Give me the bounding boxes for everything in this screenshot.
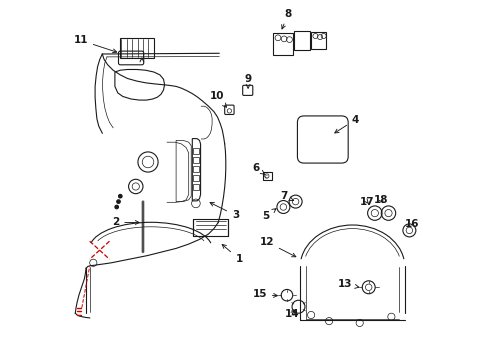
Bar — [273, 33, 292, 55]
Text: 5: 5 — [262, 209, 276, 221]
Text: 13: 13 — [337, 279, 358, 289]
Text: 1: 1 — [222, 244, 242, 264]
Text: 10: 10 — [209, 91, 226, 107]
Text: 14: 14 — [284, 309, 299, 319]
Text: 12: 12 — [259, 237, 295, 257]
Text: 18: 18 — [373, 195, 388, 205]
Bar — [294, 31, 310, 50]
Bar — [263, 172, 272, 180]
Bar — [193, 148, 199, 154]
Bar — [120, 38, 154, 58]
Text: 16: 16 — [404, 219, 418, 229]
Bar — [193, 219, 227, 236]
Bar — [193, 157, 199, 163]
Text: 11: 11 — [73, 35, 117, 53]
Text: 2: 2 — [112, 217, 139, 228]
Circle shape — [115, 205, 118, 209]
Bar — [193, 175, 199, 181]
Text: 8: 8 — [281, 9, 291, 29]
Circle shape — [118, 194, 122, 198]
Text: 3: 3 — [210, 203, 239, 220]
Text: 15: 15 — [252, 289, 277, 300]
Polygon shape — [142, 201, 143, 253]
Bar — [193, 184, 199, 190]
Text: 7: 7 — [280, 191, 293, 201]
Bar — [193, 166, 199, 172]
Text: 17: 17 — [359, 197, 373, 207]
Text: 6: 6 — [252, 163, 264, 174]
Text: 9: 9 — [244, 74, 251, 88]
Circle shape — [117, 200, 120, 203]
Text: c: c — [264, 174, 267, 179]
Text: 4: 4 — [334, 114, 358, 133]
Bar — [310, 32, 325, 49]
